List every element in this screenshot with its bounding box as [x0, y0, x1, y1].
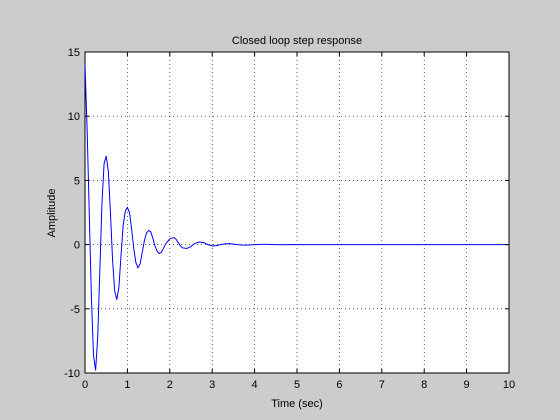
x-axis-label: Time (sec)	[271, 398, 323, 410]
x-tick-label: 9	[464, 379, 470, 391]
chart-title: Closed loop step response	[232, 35, 362, 47]
x-tick-label: 4	[252, 379, 258, 391]
step-response-line	[84, 64, 509, 371]
x-tick-label: 8	[421, 379, 427, 391]
y-tick-label: -5	[70, 304, 80, 316]
x-tick-label: 1	[124, 379, 130, 391]
y-tick-label: 0	[74, 240, 80, 252]
y-tick-label: -10	[64, 368, 80, 380]
y-tick-label: 5	[74, 175, 80, 187]
y-axis-label: Amplitude	[46, 189, 58, 238]
x-tick-label: 6	[336, 379, 342, 391]
x-tick-label: 7	[379, 379, 385, 391]
x-tick-label: 10	[503, 379, 515, 391]
x-tick-label: 3	[209, 379, 215, 391]
x-tick-label: 0	[82, 379, 88, 391]
y-tick-label: 10	[68, 111, 80, 123]
y-axis-ticks: -10 -5 0 5 10 15	[64, 47, 509, 380]
x-tick-label: 5	[294, 379, 300, 391]
y-tick-label: 15	[68, 47, 80, 59]
data-line-group	[84, 64, 509, 371]
x-tick-label: 2	[167, 379, 173, 391]
x-axis-ticks: 0 1 2 3 4 5 6 7 8 9 10	[82, 52, 515, 391]
